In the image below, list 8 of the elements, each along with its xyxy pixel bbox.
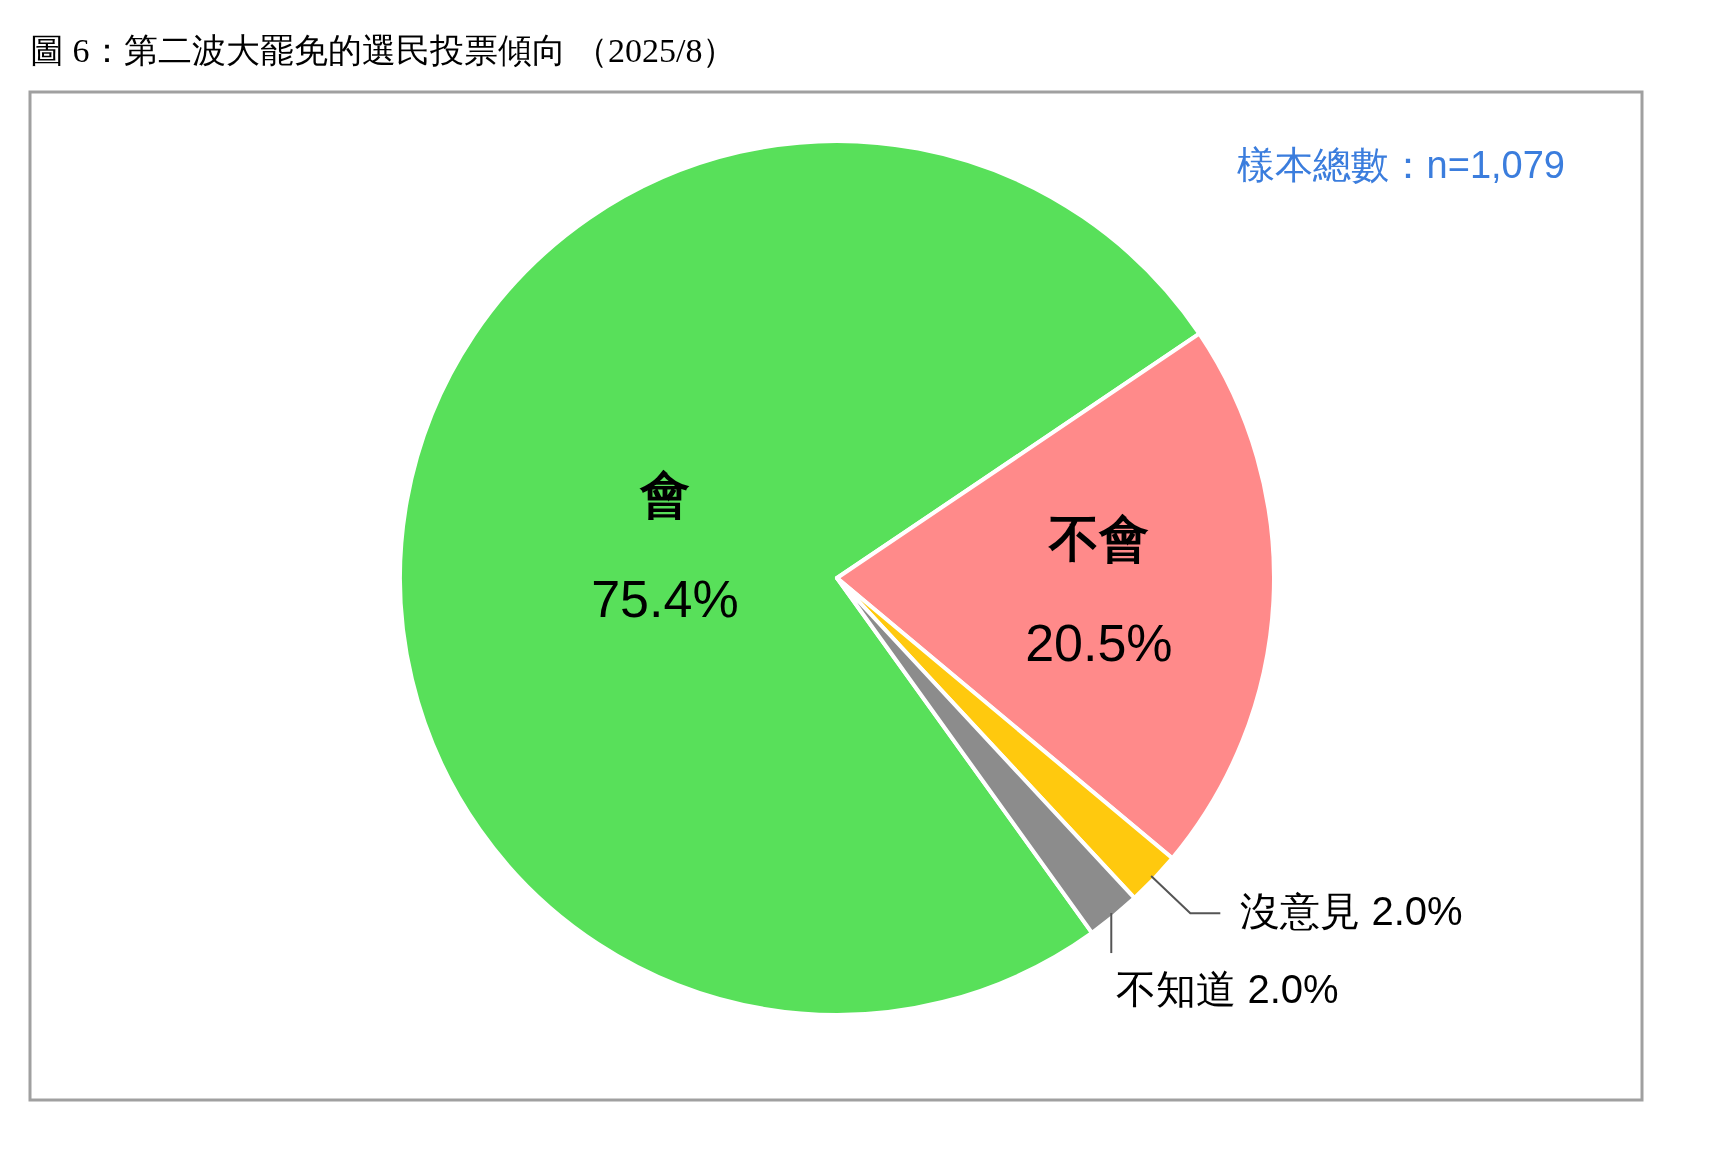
chart-title: 圖 6：第二波大罷免的選民投票傾向 （2025/8） bbox=[30, 32, 737, 69]
slice-label: 不知道 2.0% bbox=[1116, 967, 1339, 1012]
data-label: 75.4% bbox=[591, 570, 739, 629]
data-label: 20.5% bbox=[1025, 614, 1173, 673]
slice-label: 會 bbox=[638, 467, 690, 524]
text: 樣本總數：n=1,079 bbox=[1236, 144, 1565, 186]
slice-label: 不會 bbox=[1047, 511, 1149, 568]
slice-label: 沒意見 2.0% bbox=[1240, 889, 1463, 934]
